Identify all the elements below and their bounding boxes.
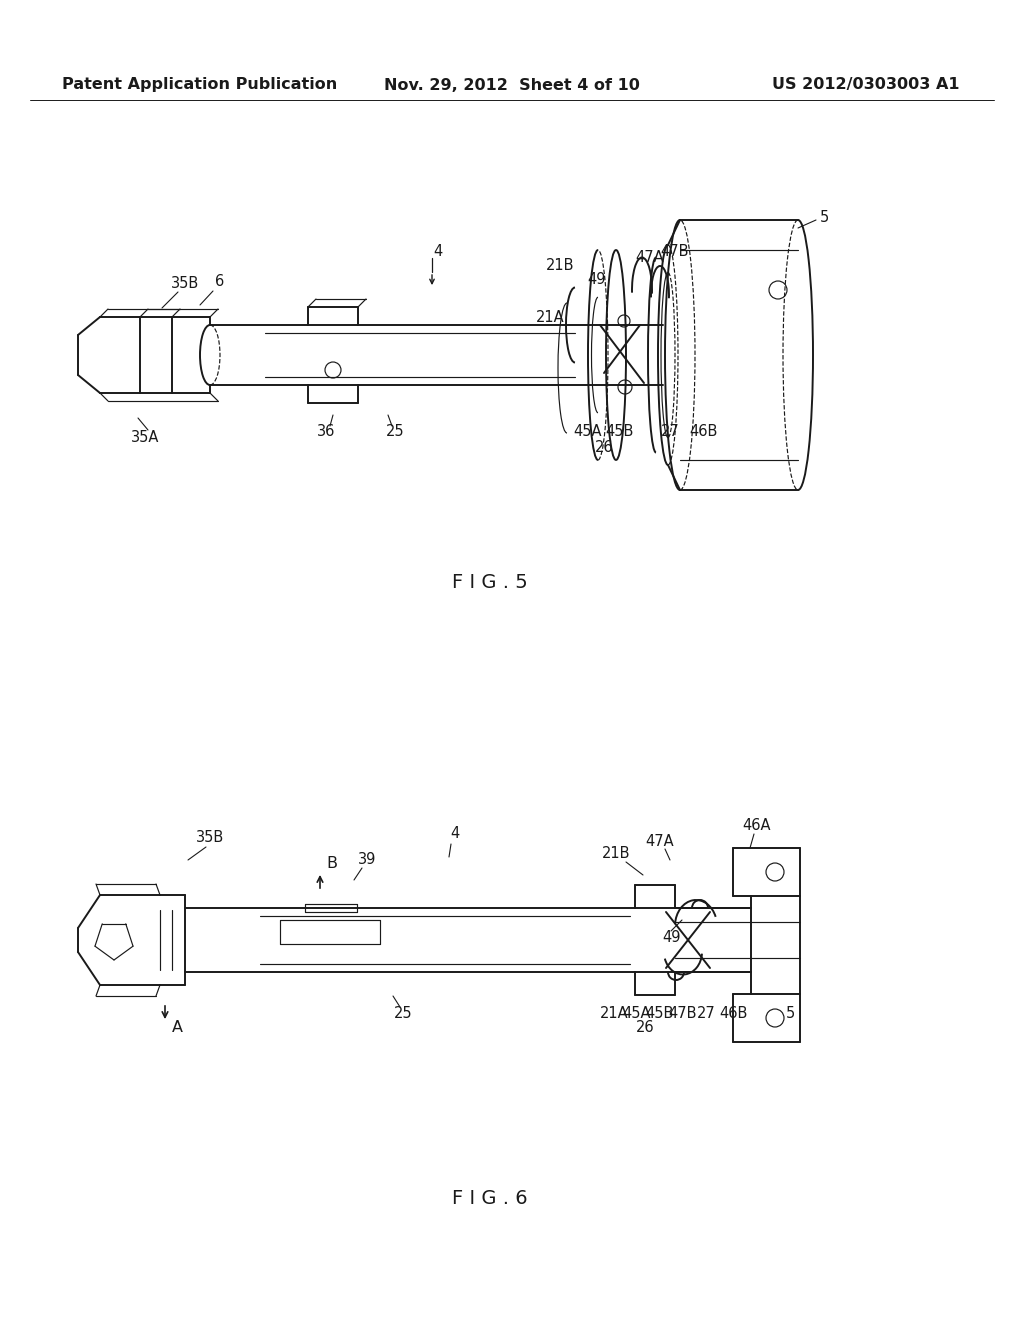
Text: 6: 6	[215, 275, 224, 289]
Text: 25: 25	[386, 425, 404, 440]
Text: 39: 39	[357, 853, 376, 867]
Text: 49: 49	[663, 931, 681, 945]
Text: 27: 27	[696, 1006, 716, 1020]
Text: 46A: 46A	[742, 818, 771, 833]
Text: 27: 27	[660, 425, 679, 440]
Text: 5: 5	[819, 210, 828, 226]
Text: 5: 5	[785, 1006, 795, 1020]
Text: 21B: 21B	[602, 846, 630, 862]
Text: 35B: 35B	[196, 830, 224, 846]
Text: 26: 26	[595, 441, 613, 455]
Text: 25: 25	[393, 1006, 413, 1020]
Text: 45B: 45B	[605, 425, 633, 440]
Text: F I G . 5: F I G . 5	[453, 573, 528, 591]
Text: 45A: 45A	[573, 425, 602, 440]
Text: 35B: 35B	[171, 276, 199, 290]
Text: 21A: 21A	[536, 310, 564, 326]
Text: 26: 26	[636, 1020, 654, 1035]
Text: US 2012/0303003 A1: US 2012/0303003 A1	[772, 78, 961, 92]
Text: 46B: 46B	[720, 1006, 749, 1020]
Text: 45B: 45B	[646, 1006, 674, 1020]
Text: 21A: 21A	[600, 1006, 629, 1020]
Text: 35A: 35A	[131, 430, 159, 446]
Text: 36: 36	[316, 425, 335, 440]
Text: 21B: 21B	[546, 257, 574, 272]
Text: A: A	[171, 1019, 182, 1035]
Text: 49: 49	[588, 272, 606, 288]
Text: 4: 4	[433, 244, 442, 260]
Text: 45A: 45A	[623, 1006, 651, 1020]
Text: 4: 4	[451, 825, 460, 841]
Text: F I G . 6: F I G . 6	[453, 1188, 527, 1208]
Text: 46B: 46B	[690, 425, 718, 440]
Text: 47A: 47A	[636, 251, 665, 265]
Text: 47B: 47B	[660, 244, 689, 260]
Text: 47A: 47A	[646, 833, 675, 849]
Text: Nov. 29, 2012  Sheet 4 of 10: Nov. 29, 2012 Sheet 4 of 10	[384, 78, 640, 92]
Text: 47B: 47B	[669, 1006, 697, 1020]
Text: Patent Application Publication: Patent Application Publication	[62, 78, 337, 92]
Text: B: B	[327, 857, 338, 871]
